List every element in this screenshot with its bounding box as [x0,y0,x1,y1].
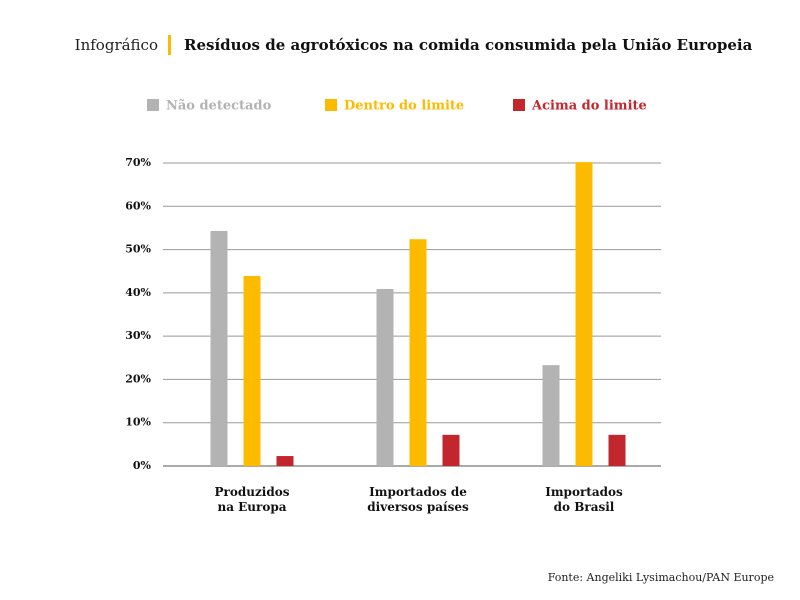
y-tick-label: 30% [125,329,151,342]
legend-label: Acima do limite [531,99,647,114]
legend-swatch [513,99,525,111]
bar [376,288,394,466]
legend-swatch [147,99,159,111]
y-tick-label: 0% [133,459,152,472]
legend-label: Não detectado [166,99,272,114]
y-tick-label: 70% [125,156,151,169]
bar [409,239,427,466]
y-tick-label: 40% [125,286,151,299]
bar [575,162,593,467]
source: Fonte: Angeliki Lysimachou/PAN Europe [548,571,774,584]
x-tick-label: Importados do Brasil [545,485,623,514]
y-tick-label: 50% [125,243,151,256]
legend-swatch [325,99,337,111]
bar [542,365,560,466]
kicker: Infográfico [75,36,158,54]
bar [210,230,228,466]
bar [243,275,261,466]
y-tick-label: 10% [125,416,151,429]
bar [442,434,460,466]
bar [276,456,294,466]
bar [608,434,626,466]
y-tick-label: 60% [125,199,151,212]
legend-label: Dentro do limite [344,99,464,114]
separator [168,35,171,55]
x-tick-label: Produzidos na Europa [214,485,290,514]
chart-title: Resíduos de agrotóxicos na comida consum… [184,36,753,54]
x-tick-label: Importados de diversos países [367,485,469,514]
y-tick-label: 20% [125,372,151,385]
